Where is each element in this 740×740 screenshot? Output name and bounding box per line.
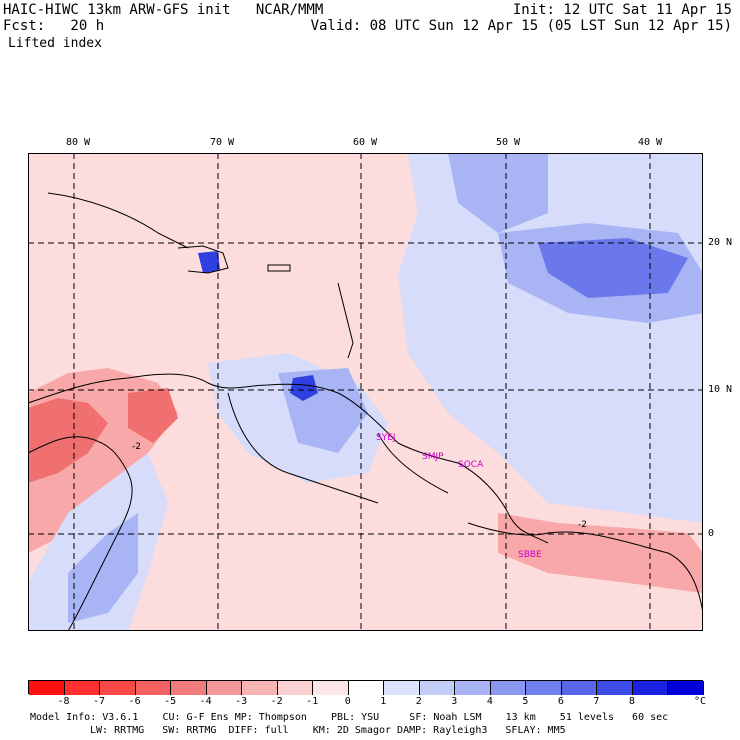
colorbar-tick-label: -6 (128, 696, 141, 707)
colorbar-tick-label: -5 (164, 696, 177, 707)
lat-label-0: 0 (708, 528, 715, 539)
colorbar-swatch (242, 681, 278, 695)
hispaniola-coast (177, 245, 229, 274)
lon-label-80w: 80 W (66, 137, 91, 148)
init-time: Init: 12 UTC Sat 11 Apr 15 (512, 2, 732, 18)
lon-label-40w: 40 W (638, 137, 663, 148)
model-title: HAIC-HIWC 13km ARW-GFS init NCAR/MMM (3, 2, 324, 18)
colorbar-tick-label: -8 (57, 696, 70, 707)
colorbar-tick-label: -1 (306, 696, 319, 707)
colorbar-swatch (100, 681, 136, 695)
warm-region-south (158, 453, 703, 631)
cool-core-trinidad (290, 375, 318, 401)
warm-region-caribbean (28, 253, 328, 383)
colorbar-swatch (490, 681, 527, 695)
field-name: Lifted index (8, 36, 102, 51)
lat-label-20n: 20 N (708, 237, 733, 248)
map-frame (28, 153, 703, 631)
colorbar-tick-label: -3 (235, 696, 248, 707)
colorbar-tick-label: 0 (344, 696, 351, 707)
colorbar-swatch (632, 681, 669, 695)
station-smjp: SMJP (422, 452, 444, 462)
cool-core-hispaniola (198, 251, 220, 273)
panama-coast (28, 436, 133, 631)
country-border-1 (227, 392, 379, 504)
lon-label-70w: 70 W (210, 137, 235, 148)
colorbar-swatch (64, 681, 101, 695)
colorbar-tick-label: 5 (522, 696, 529, 707)
lifted-index-colorbar (28, 680, 704, 695)
lon-label-60w: 60 W (353, 137, 378, 148)
colorbar-swatch (206, 681, 243, 695)
cool-region-ecuador (68, 513, 138, 623)
lat-lon-grid (28, 153, 703, 631)
colorbar-unit: °C (694, 696, 707, 707)
footer-physics-info: LW: RRTMG SW: RRTMG DIFF: full KM: 2D Sm… (90, 725, 566, 736)
lifted-index-map: SYEJ SMJP SOCA SBBE -2 -2 (28, 153, 703, 631)
colorbar-swatch (561, 681, 598, 695)
colorbar-swatch (135, 681, 172, 695)
colorbar-swatch (455, 681, 491, 695)
colorbar-swatch (419, 681, 456, 695)
caribbean-islands-arc (337, 282, 354, 359)
lat-label-10n: 10 N (708, 384, 733, 395)
forecast-hour: Fcst: 20 h (3, 18, 105, 34)
colorbar-tick-label: 7 (593, 696, 600, 707)
cool-region-north-atlantic (448, 153, 548, 233)
warm-core-panama (28, 398, 108, 483)
colorbar-swatch (526, 681, 562, 695)
contour-label-east: -2 (578, 520, 587, 530)
colorbar-tick-label: 3 (451, 696, 458, 707)
colorbar-swatch (668, 681, 704, 695)
cool-region-pacific (28, 453, 168, 631)
colorbar-tick-label: -4 (199, 696, 212, 707)
colorbar-swatch (313, 681, 349, 695)
station-sbbe: SBBE (518, 550, 542, 560)
contour-label-west: -2 (132, 442, 141, 452)
colorbar-tick-label: 2 (415, 696, 422, 707)
colorbar-swatch (29, 681, 65, 695)
puerto-rico-coast (267, 264, 291, 272)
colorbar-tick-label: 1 (380, 696, 387, 707)
colorbar-swatch (384, 681, 420, 695)
warm-core-colombia (128, 388, 178, 443)
station-soca: SOCA (458, 460, 484, 470)
valid-time: Valid: 08 UTC Sun 12 Apr 15 (05 LST Sun … (310, 18, 732, 34)
colorbar-tick-label: -2 (270, 696, 283, 707)
colorbar-swatch (348, 681, 385, 695)
warm-region-north (28, 153, 438, 263)
cuba-coast (47, 192, 189, 249)
south-america-north-coast (28, 373, 549, 544)
country-border-2 (377, 432, 449, 494)
colorbar-swatch (597, 681, 633, 695)
colorbar-tick-label: -7 (93, 696, 106, 707)
colorbar-tick-label: 8 (628, 696, 635, 707)
colorbar-tick-label: 4 (486, 696, 493, 707)
station-syej: SYEJ (376, 433, 396, 443)
lon-label-50w: 50 W (496, 137, 521, 148)
footer-model-info: Model Info: V3.6.1 CU: G-F Ens MP: Thomp… (30, 712, 669, 723)
colorbar-swatch (277, 681, 314, 695)
colorbar-tick-label: 6 (557, 696, 564, 707)
colorbar-swatch (171, 681, 207, 695)
